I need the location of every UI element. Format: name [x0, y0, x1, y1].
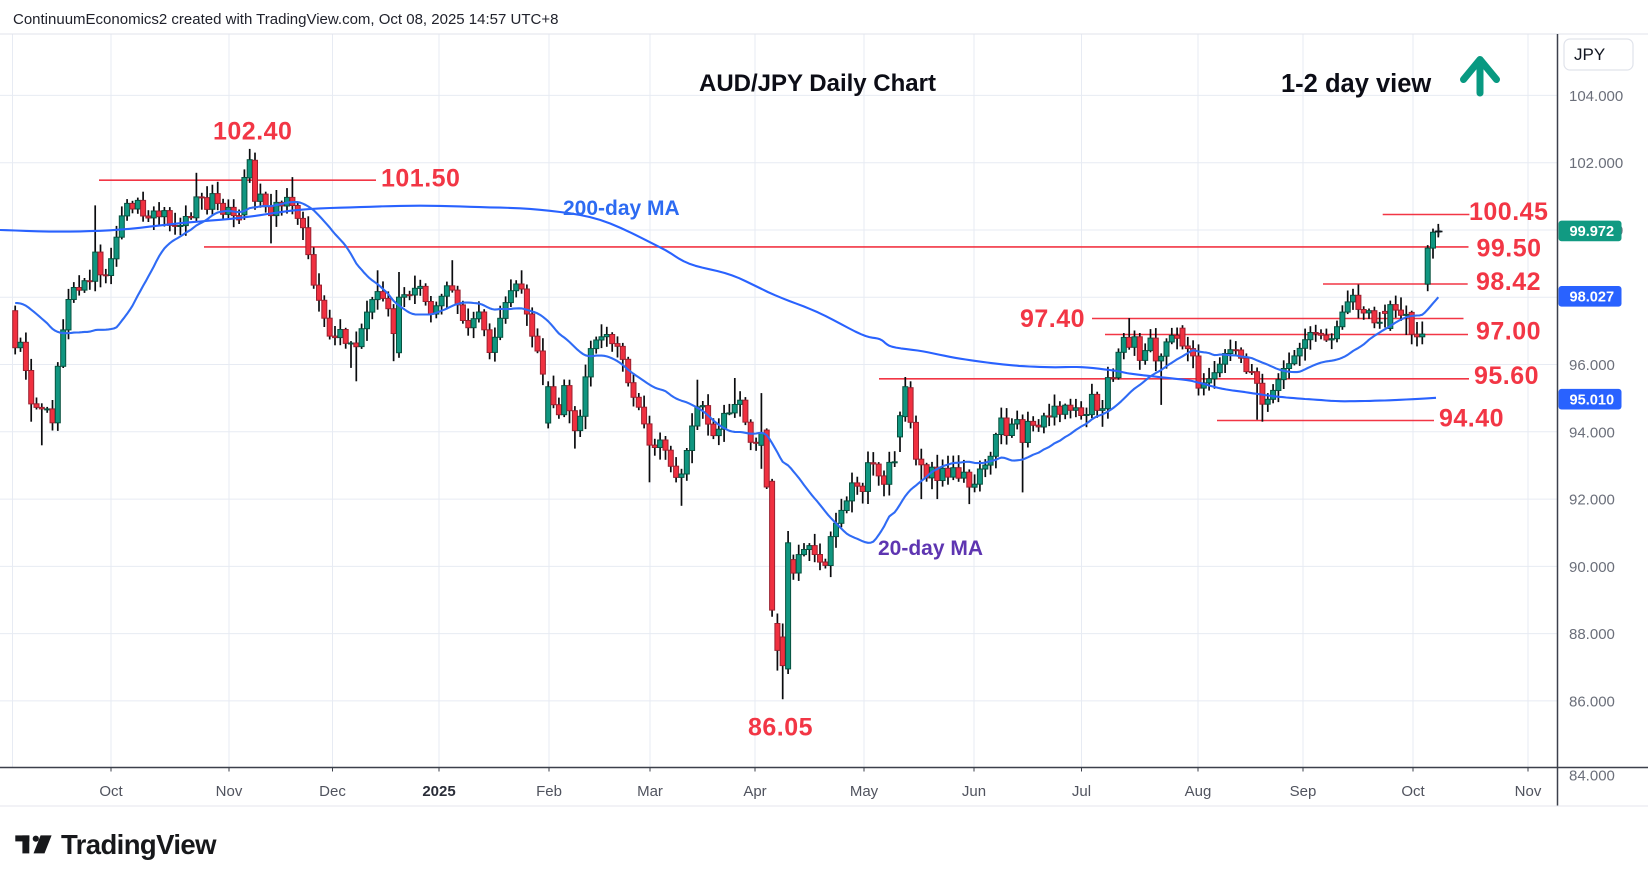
svg-text:102.000: 102.000	[1569, 155, 1623, 172]
svg-text:97.00: 97.00	[1476, 318, 1541, 346]
svg-text:96.000: 96.000	[1569, 357, 1615, 374]
svg-text:95.60: 95.60	[1474, 362, 1539, 390]
svg-text:99.972: 99.972	[1570, 224, 1615, 240]
svg-text:84.000: 84.000	[1569, 768, 1615, 785]
svg-text:Nov: Nov	[1515, 783, 1542, 800]
svg-text:Mar: Mar	[637, 783, 663, 800]
svg-text:1-2 day view: 1-2 day view	[1281, 70, 1431, 98]
svg-text:94.000: 94.000	[1569, 424, 1615, 441]
svg-text:Oct: Oct	[99, 783, 123, 800]
svg-text:95.010: 95.010	[1570, 392, 1615, 408]
svg-text:2025: 2025	[422, 783, 455, 800]
svg-text:Oct: Oct	[1401, 783, 1425, 800]
svg-text:TradingView: TradingView	[61, 829, 217, 860]
svg-text:100.45: 100.45	[1469, 198, 1548, 226]
svg-text:99.50: 99.50	[1477, 235, 1542, 263]
svg-text:94.40: 94.40	[1439, 405, 1504, 433]
svg-text:98.42: 98.42	[1476, 268, 1541, 296]
svg-text:200-day MA: 200-day MA	[563, 197, 680, 220]
svg-text:97.40: 97.40	[1020, 305, 1085, 333]
svg-text:Aug: Aug	[1185, 783, 1212, 800]
svg-text:104.000: 104.000	[1569, 88, 1623, 105]
svg-text:98.027: 98.027	[1570, 290, 1615, 306]
svg-text:88.000: 88.000	[1569, 626, 1615, 643]
svg-text:101.50: 101.50	[381, 165, 460, 193]
svg-text:AUD/JPY Daily Chart: AUD/JPY Daily Chart	[699, 70, 936, 97]
svg-text:86.000: 86.000	[1569, 693, 1615, 710]
svg-text:90.000: 90.000	[1569, 559, 1615, 576]
svg-text:20-day MA: 20-day MA	[878, 537, 983, 560]
svg-text:92.000: 92.000	[1569, 492, 1615, 509]
svg-text:Jun: Jun	[962, 783, 986, 800]
svg-text:86.05: 86.05	[748, 714, 813, 742]
svg-text:102.40: 102.40	[213, 118, 292, 146]
svg-text:Dec: Dec	[319, 783, 346, 800]
svg-text:Feb: Feb	[536, 783, 562, 800]
svg-text:Apr: Apr	[743, 783, 766, 800]
svg-text:JPY: JPY	[1574, 45, 1605, 64]
svg-text:Sep: Sep	[1290, 783, 1317, 800]
svg-text:Jul: Jul	[1072, 783, 1091, 800]
svg-text:ContinuumEconomics2 created wi: ContinuumEconomics2 created with Trading…	[13, 11, 558, 28]
svg-text:Nov: Nov	[216, 783, 243, 800]
svg-text:May: May	[850, 783, 879, 800]
